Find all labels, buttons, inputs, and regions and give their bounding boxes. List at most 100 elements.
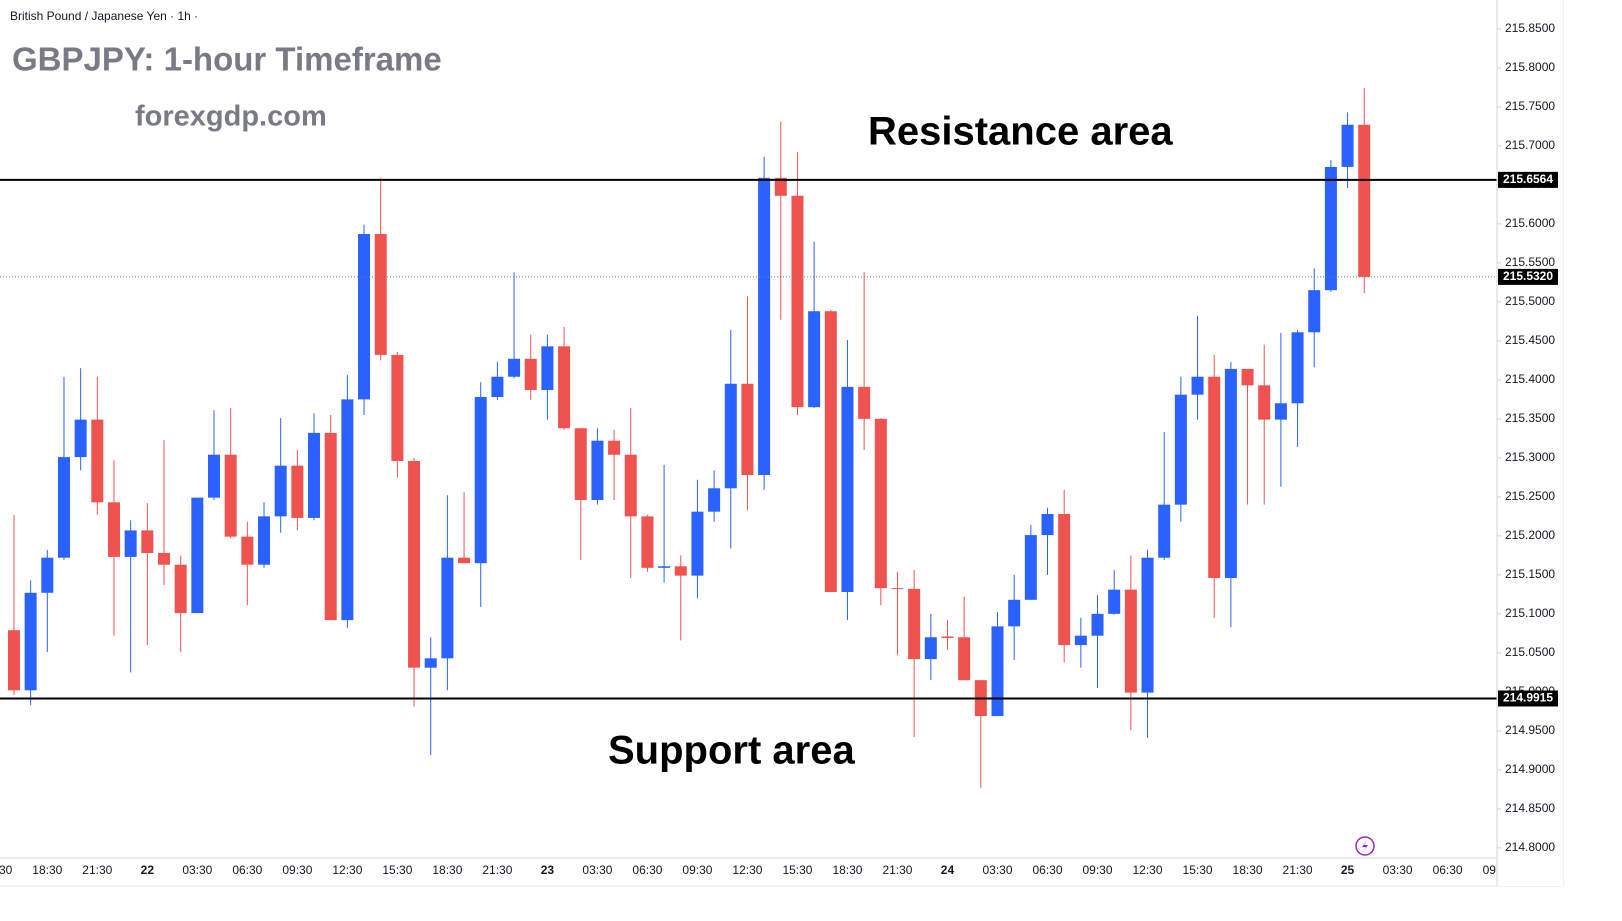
y-tick-label: 215.6000	[1505, 216, 1555, 230]
candle-body	[741, 383, 754, 476]
candle-body	[1291, 332, 1304, 404]
candle-body	[74, 419, 87, 458]
x-tick-label: 03:30	[1383, 863, 1413, 877]
x-tick-label: 12:30	[732, 863, 762, 877]
candle-body	[874, 418, 887, 589]
candle-body	[641, 516, 654, 568]
candle-body	[174, 564, 187, 614]
candle-body	[591, 440, 604, 500]
y-tick-label: 215.7000	[1505, 138, 1555, 152]
x-tick-label: 15:30	[782, 863, 812, 877]
candle-body	[1224, 368, 1237, 578]
x-tick-label: 22	[141, 863, 155, 877]
level-label: 214.9915	[1503, 691, 1553, 705]
price-axis	[1497, 0, 1563, 886]
candle-body	[474, 397, 487, 564]
y-tick-label: 214.8000	[1505, 840, 1555, 854]
y-tick-label: 215.3500	[1505, 411, 1555, 425]
candle-body	[524, 358, 537, 390]
candle-body	[558, 346, 571, 429]
x-tick-label: 21:30	[482, 863, 512, 877]
candle-body	[891, 588, 904, 590]
y-tick-label: 215.5500	[1505, 255, 1555, 269]
candle-body	[374, 234, 387, 355]
x-tick-label: 12:30	[1133, 863, 1163, 877]
x-tick-label: 21:30	[1283, 863, 1313, 877]
x-tick-label: 06:30	[1032, 863, 1062, 877]
candle-body	[1308, 290, 1321, 333]
candle-body	[358, 234, 371, 400]
candle-body	[391, 354, 404, 461]
candle-body	[858, 386, 871, 419]
x-tick-label: 23	[541, 863, 555, 877]
last-price-label: 215.5320	[1503, 269, 1553, 283]
candle-body	[341, 399, 354, 621]
candle-body	[141, 530, 154, 554]
x-tick-label: 15:30	[1183, 863, 1213, 877]
candle-body	[624, 454, 637, 517]
candle-body	[541, 346, 554, 390]
candle-body	[674, 566, 687, 576]
candle-body	[324, 432, 337, 621]
candle-body	[1241, 368, 1254, 386]
candle-body	[958, 637, 971, 681]
x-tick-label: 06:30	[232, 863, 262, 877]
candle-body	[608, 440, 621, 455]
candle-body	[808, 311, 821, 408]
x-tick-label: 03:30	[182, 863, 212, 877]
candle-body	[57, 457, 70, 558]
x-tick-label: 18:30	[1233, 863, 1263, 877]
candle-body	[1058, 514, 1071, 646]
candle-body	[424, 658, 437, 668]
x-tick-label: 06:30	[632, 863, 662, 877]
x-tick-label: 25	[1341, 863, 1355, 877]
candle-body	[841, 386, 854, 593]
candle-body	[1274, 403, 1287, 420]
candle-body	[508, 358, 521, 377]
y-tick-label: 215.1000	[1505, 606, 1555, 620]
y-tick-label: 215.2500	[1505, 489, 1555, 503]
candle-body	[924, 637, 937, 660]
x-tick-label: 03:30	[582, 863, 612, 877]
candle-body	[758, 177, 771, 476]
candle-body	[574, 428, 587, 500]
annotation: Support area	[608, 729, 855, 773]
symbol-header: British Pound / Japanese Yen · 1h ·	[10, 9, 198, 23]
candle-body	[691, 511, 704, 576]
y-tick-label: 215.0500	[1505, 645, 1555, 659]
x-tick-label: 15:30	[0, 863, 13, 877]
last-price-box	[1498, 268, 1558, 285]
y-tick-label: 215.4000	[1505, 372, 1555, 386]
lightning-icon[interactable]	[1355, 836, 1375, 856]
candle-body	[1174, 394, 1187, 505]
x-tick-label: 24	[941, 863, 955, 877]
candle-body	[1158, 504, 1171, 558]
x-tick-label: 12:30	[332, 863, 362, 877]
y-tick-label: 215.7500	[1505, 99, 1555, 113]
candle-body	[791, 195, 804, 408]
candle-body	[1124, 589, 1137, 693]
y-tick-label: 214.9000	[1505, 762, 1555, 776]
candle-body	[24, 592, 37, 691]
y-tick-label: 214.9500	[1505, 723, 1555, 737]
chart-title: GBPJPY: 1-hour Timeframe	[12, 41, 442, 78]
x-tick-label: 09:30	[682, 863, 712, 877]
candle-body	[441, 557, 454, 659]
x-tick-label: 03:30	[982, 863, 1012, 877]
price-axis-labels: 214.8000214.8500214.9000214.9500215.0000…	[1497, 21, 1558, 854]
candle-body	[1341, 124, 1354, 167]
y-tick-label: 215.2000	[1505, 528, 1555, 542]
candle-body	[258, 516, 271, 565]
y-tick-label: 214.8500	[1505, 801, 1555, 815]
y-tick-label: 215.3000	[1505, 450, 1555, 464]
candle-body	[708, 488, 721, 512]
x-tick-label: 18:30	[432, 863, 462, 877]
candle-body	[1141, 557, 1154, 693]
x-tick-label: 09:30	[282, 863, 312, 877]
candle-body	[1208, 376, 1221, 578]
x-tick-label: 21:30	[882, 863, 912, 877]
x-tick-label: 06:30	[1433, 863, 1463, 877]
annotation: Resistance area	[868, 110, 1173, 154]
